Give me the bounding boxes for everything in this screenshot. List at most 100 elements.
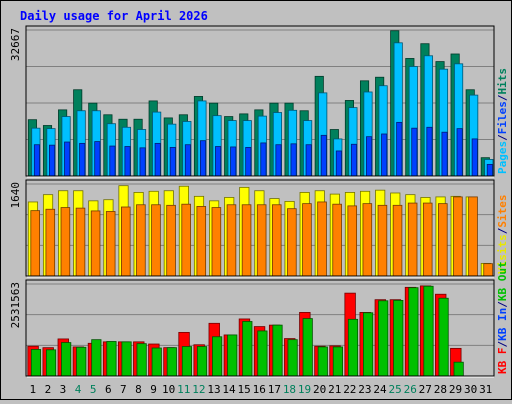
x-tick-label-day-2: 2 xyxy=(45,383,52,396)
bar-visits-sites-sites-day-5 xyxy=(90,210,101,277)
bar-kbytes-kb-out-day-3 xyxy=(61,342,72,377)
bar-hits-files-pages-pages-day-20 xyxy=(320,134,327,177)
panel-visits-sites-border xyxy=(25,179,495,277)
x-tick-label-day-21: 21 xyxy=(328,383,341,396)
bar-visits-sites-sites-day-29 xyxy=(453,196,463,277)
legend-slash: / xyxy=(496,301,509,308)
x-tick-label-day-19: 19 xyxy=(298,383,311,396)
bar-kbytes-kb-out-day-17 xyxy=(272,324,283,377)
x-tick-label-day-5: 5 xyxy=(90,383,97,396)
bar-hits-files-pages-pages-day-8 xyxy=(139,147,146,177)
bar-visits-sites-sites-day-20 xyxy=(317,201,327,277)
bar-kbytes-kb-out-day-2 xyxy=(45,349,57,377)
x-tick-label-day-10: 10 xyxy=(162,383,175,396)
x-tick-label-day-16: 16 xyxy=(253,383,266,396)
bar-hits-files-pages-pages-day-2 xyxy=(49,144,56,177)
x-tick-label-day-6: 6 xyxy=(105,383,112,396)
x-tick-label-day-24: 24 xyxy=(373,383,387,396)
bar-kbytes-kb-out-day-24 xyxy=(378,300,389,377)
bar-hits-files-pages-pages-day-15 xyxy=(245,146,252,177)
bar-visits-sites-sites-day-2 xyxy=(45,208,56,277)
legend-kb-out: KB Out xyxy=(496,261,509,301)
bar-hits-files-pages-pages-day-10 xyxy=(169,146,176,177)
bar-visits-sites-sites-day-22 xyxy=(347,205,358,277)
bar-kbytes-kb-out-day-27 xyxy=(423,285,434,377)
bar-hits-files-pages-pages-day-12 xyxy=(199,140,207,177)
bar-hits-files-pages-pages-day-29 xyxy=(456,128,463,177)
panel-kbytes-max-label: 2531563 xyxy=(9,282,22,328)
bar-visits-sites-sites-day-23 xyxy=(362,203,373,277)
bar-visits-sites-sites-day-30 xyxy=(468,196,478,277)
bar-visits-sites-sites-day-10 xyxy=(166,204,176,277)
x-tick-label-day-28: 28 xyxy=(434,383,447,396)
legend-slash: / xyxy=(496,341,509,348)
bar-visits-sites-sites-day-12 xyxy=(196,206,207,277)
x-tick-label-day-26: 26 xyxy=(404,383,417,396)
bar-kbytes-kb-out-day-14 xyxy=(227,334,238,377)
bar-visits-sites-sites-day-21 xyxy=(332,203,342,277)
x-tick-label-day-18: 18 xyxy=(283,383,296,396)
panel-hits-files-pages-legend: Pages/Files/Hits xyxy=(496,68,509,174)
legend-pages: Pages xyxy=(496,141,509,174)
x-tick-label-day-13: 13 xyxy=(207,383,220,396)
bar-visits-sites-sites-day-17 xyxy=(271,204,282,277)
legend-slash: / xyxy=(496,227,509,234)
bar-kbytes-kb-out-day-16 xyxy=(257,330,268,377)
bar-kbytes-kb-out-day-15 xyxy=(242,321,253,377)
bar-hits-files-pages-pages-day-23 xyxy=(366,136,373,177)
bar-kbytes-kb-out-day-28 xyxy=(438,297,449,377)
x-tick-label-day-4: 4 xyxy=(75,383,82,396)
bar-hits-files-pages-pages-day-28 xyxy=(441,131,448,177)
bar-kbytes-kb-out-day-6 xyxy=(106,341,117,377)
bar-hits-files-pages-pages-day-24 xyxy=(381,133,388,177)
x-tick-label-day-1: 1 xyxy=(29,383,36,396)
x-tick-label-day-3: 3 xyxy=(60,383,67,396)
bar-kbytes-kb-out-day-7 xyxy=(121,341,132,377)
bar-kbytes-kb-out-day-26 xyxy=(408,287,419,377)
bar-hits-files-pages-pages-day-27 xyxy=(426,126,433,177)
x-tick-label-day-15: 15 xyxy=(238,383,251,396)
bar-hits-files-pages-pages-day-26 xyxy=(411,127,418,177)
bar-visits-sites-sites-day-27 xyxy=(422,202,433,277)
bar-hits-files-pages-pages-day-3 xyxy=(64,141,71,177)
bar-visits-sites-sites-day-26 xyxy=(407,202,418,277)
x-tick-label-day-27: 27 xyxy=(419,383,432,396)
panel-kbytes-legend: KB F/KB In/KB Out xyxy=(496,261,509,374)
x-tick-label-day-17: 17 xyxy=(268,383,281,396)
bar-hits-files-pages-pages-day-19 xyxy=(305,144,312,177)
bar-kbytes-kb-out-day-23 xyxy=(363,312,374,377)
bar-kbytes-kb-out-day-11 xyxy=(181,346,193,377)
bar-visits-sites-sites-day-31 xyxy=(483,263,493,277)
bar-visits-sites-sites-day-9 xyxy=(151,204,161,277)
bar-kbytes-kb-out-day-19 xyxy=(302,318,313,377)
bar-hits-files-pages-pages-day-25 xyxy=(396,121,403,177)
x-tick-label-day-14: 14 xyxy=(222,383,236,396)
x-tick-label-day-31: 31 xyxy=(479,383,492,396)
bar-kbytes-kb-out-day-1 xyxy=(30,349,42,377)
bar-kbytes-kb-out-day-25 xyxy=(393,300,404,377)
bar-hits-files-pages-pages-day-14 xyxy=(230,146,237,177)
x-tick-label-day-11: 11 xyxy=(177,383,190,396)
bar-visits-sites-sites-day-28 xyxy=(438,203,448,277)
legend-files: Files xyxy=(496,101,509,134)
x-tick-label-day-23: 23 xyxy=(358,383,371,396)
bar-visits-sites-sites-day-4 xyxy=(75,207,86,277)
bar-visits-sites-sites-day-1 xyxy=(30,210,40,277)
bar-kbytes-kb-out-day-8 xyxy=(136,343,147,377)
legend-slash: / xyxy=(496,94,509,101)
x-tick-label-day-9: 9 xyxy=(150,383,157,396)
bar-hits-files-pages-pages-day-18 xyxy=(290,143,297,177)
bar-visits-sites-sites-day-3 xyxy=(60,207,71,277)
bar-visits-sites-sites-day-8 xyxy=(136,204,146,277)
panel-hits-files-pages-border xyxy=(25,25,495,177)
bar-visits-sites-sites-day-7 xyxy=(121,206,131,277)
bar-kbytes-kb-out-day-22 xyxy=(347,318,359,377)
x-tick-label-day-12: 12 xyxy=(192,383,205,396)
bar-visits-sites-sites-day-15 xyxy=(241,204,252,277)
bar-hits-files-pages-pages-day-4 xyxy=(79,142,86,177)
bar-hits-files-pages-pages-day-11 xyxy=(184,144,191,177)
bar-kbytes-kb-out-day-5 xyxy=(91,339,102,377)
bar-visits-sites-sites-day-19 xyxy=(302,203,312,277)
